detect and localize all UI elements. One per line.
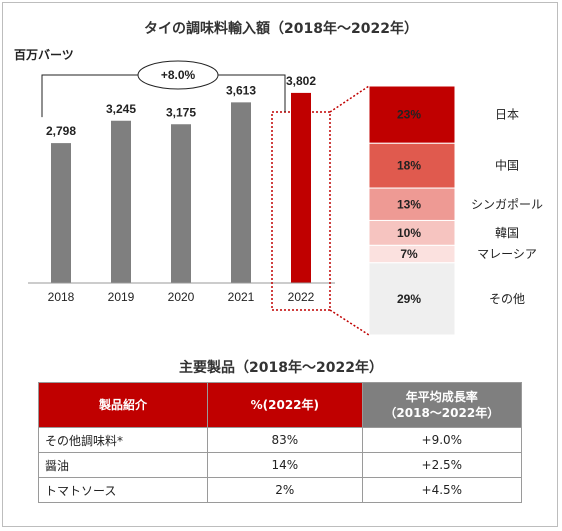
table-header-row: 製品紹介 %(2022年) 年平均成長率 （2018～2022年） [37, 382, 523, 428]
share-segment-2 [368, 187, 456, 221]
product-cagr: +9.0% [361, 427, 523, 453]
share-segment-1 [368, 142, 456, 189]
y-unit-label: 百万バーツ [14, 48, 74, 62]
share-segment-5 [368, 262, 456, 336]
product-share: 2% [207, 477, 363, 503]
share-value-label: 13% [397, 197, 421, 211]
product-name: 醤油 [37, 452, 209, 478]
share-value-label: 18% [397, 159, 421, 173]
header-cagr-line1: 年平均成長率 [405, 390, 478, 404]
chart-title: タイの調味料輸入額（2018年～2022年） [144, 21, 418, 37]
highlight-box-2022 [271, 111, 331, 311]
bar-value-label: 3,802 [286, 74, 316, 88]
product-cagr: +2.5% [361, 452, 523, 478]
share-country-label: 中国 [495, 158, 519, 173]
x-tick-label: 2018 [48, 290, 75, 304]
share-value-label: 7% [400, 247, 418, 261]
share-country-label: その他 [489, 292, 525, 306]
share-value-label: 29% [397, 292, 421, 306]
x-tick-label: 2020 [168, 290, 195, 304]
growth-label: +8.0% [161, 68, 196, 82]
product-name: その他調味料* [37, 427, 209, 453]
products-section-title: 主要製品（2018年～2022年） [179, 360, 383, 376]
share-value-label: 10% [397, 226, 421, 240]
bar-2020 [171, 124, 191, 283]
x-tick-label: 2022 [288, 290, 315, 304]
product-share: 83% [207, 427, 363, 453]
header-cagr-line2: （2018～2022年） [384, 406, 500, 420]
x-tick-label: 2019 [108, 290, 135, 304]
product-share: 14% [207, 452, 363, 478]
x-tick-label: 2021 [228, 290, 255, 304]
bar-2019 [111, 120, 131, 283]
bar-value-label: 3,175 [166, 105, 196, 119]
header-share-2022: %(2022年) [207, 382, 363, 428]
share-country-label: マレーシア [477, 247, 537, 261]
connector-bottom [329, 309, 370, 336]
table-row: トマトソース 2% +4.5% [37, 477, 523, 503]
bar-value-label: 3,245 [106, 102, 136, 116]
figure-frame [2, 2, 558, 527]
bar-value-label: 2,798 [46, 124, 76, 138]
share-segment-3 [368, 219, 456, 246]
share-value-label: 23% [397, 108, 421, 122]
header-product: 製品紹介 [37, 382, 209, 428]
product-cagr: +4.5% [361, 477, 523, 503]
bar-2021 [231, 102, 251, 283]
bar-2018 [51, 143, 71, 283]
share-country-label: 日本 [495, 108, 519, 122]
header-cagr: 年平均成長率 （2018～2022年） [361, 382, 523, 428]
import-chart: 2,798 2018 3,245 2019 3,175 2020 3,613 2021 3,80… [28, 60, 543, 336]
share-segment-0 [368, 85, 456, 144]
table-row: その他調味料* 83% +9.0% [37, 427, 523, 453]
share-country-label: シンガポール [471, 197, 543, 211]
connector-top [329, 85, 370, 113]
bar-2022 [291, 92, 311, 284]
share-country-label: 韓国 [495, 226, 519, 240]
growth-ellipse [137, 60, 219, 90]
table-row: 醤油 14% +2.5% [37, 452, 523, 478]
bar-value-label: 3,613 [226, 83, 256, 97]
product-name: トマトソース [37, 477, 209, 503]
products-table: 製品紹介 %(2022年) 年平均成長率 （2018～2022年） その他調味料… [37, 382, 523, 503]
